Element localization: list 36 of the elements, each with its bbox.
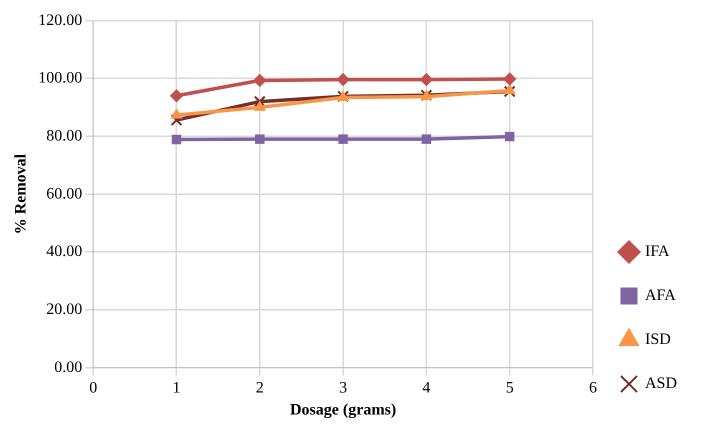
y-tick-label: 120.00 (38, 12, 82, 29)
x-axis-title: Dosage (grams) (290, 402, 396, 419)
y-tick-label: 60.00 (46, 185, 82, 202)
point (170, 114, 182, 126)
x-tick-label: 2 (256, 379, 264, 396)
y-tick-label: 20.00 (46, 300, 82, 318)
y-axis-title: % Removal (12, 153, 30, 234)
point (503, 72, 516, 86)
point (336, 73, 350, 86)
x-tick-label: 6 (588, 379, 597, 396)
point (254, 100, 266, 111)
point (255, 134, 265, 144)
x-tick-label: 0 (89, 379, 98, 396)
y-tick-label: 40.00 (46, 243, 82, 260)
point (422, 134, 432, 144)
point (420, 73, 433, 86)
point (504, 84, 516, 94)
point (504, 85, 516, 98)
point (172, 134, 182, 144)
legend-label: AFA (644, 287, 676, 304)
point (504, 132, 514, 142)
x-tick-label: 5 (506, 379, 514, 396)
x-tick-label: 4 (422, 379, 430, 396)
legend-label: IFA (644, 243, 670, 260)
point (254, 96, 266, 108)
y-tick-label: 0.00 (54, 358, 82, 376)
point (170, 108, 182, 119)
x-tick-label: 1 (172, 379, 180, 396)
y-tick-label: 100.00 (38, 70, 82, 87)
point (338, 134, 348, 144)
y-tick-label: 80.00 (46, 127, 82, 144)
legend-label: ISD (644, 331, 671, 348)
x-tick-label: 3 (339, 379, 348, 396)
point (170, 89, 183, 102)
legend-label: ASD (644, 375, 678, 392)
point (253, 74, 266, 87)
